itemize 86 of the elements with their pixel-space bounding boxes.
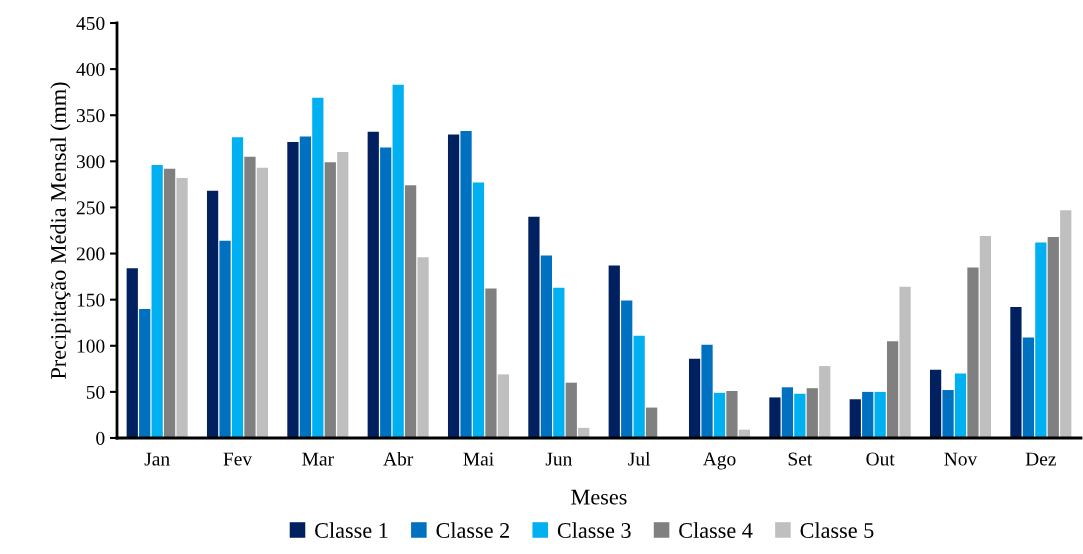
y-tick-label: 0 xyxy=(96,431,105,445)
x-tick-label: Jan xyxy=(144,452,170,466)
bar xyxy=(1060,210,1072,438)
x-tick-label: Mar xyxy=(302,452,334,466)
bar xyxy=(781,387,793,438)
bar xyxy=(806,388,818,438)
bar xyxy=(849,399,861,438)
y-tick-label: 200 xyxy=(76,247,105,261)
bar xyxy=(219,240,231,438)
bar xyxy=(769,397,781,438)
x-tick-label: Out xyxy=(866,452,895,466)
bar xyxy=(701,344,713,438)
legend-label: Classe 1 xyxy=(315,522,388,538)
bar xyxy=(126,268,138,438)
bar xyxy=(392,84,404,438)
y-tick-label: 100 xyxy=(77,339,105,353)
x-tick-label: Jun xyxy=(545,452,573,466)
bar xyxy=(942,390,954,438)
bar xyxy=(1022,337,1034,438)
bar xyxy=(244,156,256,438)
bar xyxy=(899,286,911,438)
bar xyxy=(163,168,176,438)
bar xyxy=(337,152,349,438)
bar xyxy=(312,97,324,438)
bar xyxy=(287,141,299,438)
bar xyxy=(497,374,510,438)
bar xyxy=(139,308,151,438)
bar xyxy=(447,134,460,438)
y-axis-title: Precipitação Média Mensal (mm) xyxy=(50,82,71,379)
bar xyxy=(404,185,417,438)
bar xyxy=(794,393,806,438)
bar xyxy=(367,131,379,438)
bar xyxy=(472,182,485,438)
y-tick-label: 150 xyxy=(77,293,105,307)
bar xyxy=(485,288,497,438)
bar xyxy=(231,137,244,438)
x-tick-label: Dez xyxy=(1025,452,1056,466)
bar xyxy=(460,130,472,438)
bar xyxy=(886,341,899,438)
legend-label: Classe 3 xyxy=(557,522,631,538)
legend-label: Classe 4 xyxy=(679,522,753,538)
bar xyxy=(528,216,540,438)
y-tick-label: 50 xyxy=(86,385,105,399)
bar xyxy=(176,177,188,438)
bar xyxy=(565,382,577,438)
y-tick-label: 450 xyxy=(76,16,105,30)
x-tick-label: Abr xyxy=(383,451,414,466)
bar xyxy=(1010,307,1022,438)
bar xyxy=(1047,236,1059,438)
x-tick-label: Ago xyxy=(702,452,736,470)
bar xyxy=(819,366,831,438)
bar xyxy=(726,390,738,438)
bar xyxy=(1035,242,1047,438)
legend-label: Classe 5 xyxy=(800,522,874,538)
bar xyxy=(621,300,633,438)
bar xyxy=(324,162,336,438)
bar xyxy=(299,136,311,438)
y-tick-label: 250 xyxy=(76,201,105,215)
bar xyxy=(553,287,565,438)
bar xyxy=(151,165,163,438)
bar xyxy=(967,267,979,438)
x-axis-title: Meses xyxy=(571,489,627,505)
bar xyxy=(608,265,620,438)
y-tick-label: 350 xyxy=(76,109,105,123)
bar xyxy=(979,236,992,438)
bar xyxy=(713,392,726,438)
bar xyxy=(954,373,967,438)
bar xyxy=(540,255,552,438)
y-tick-label: 400 xyxy=(76,62,105,77)
bar xyxy=(206,190,219,438)
bar xyxy=(645,407,658,438)
x-tick-label: Jul xyxy=(628,451,651,466)
bar xyxy=(929,369,942,438)
x-tick-label: Mai xyxy=(463,452,494,466)
x-tick-label: Nov xyxy=(944,452,978,466)
legend-label: Classe 2 xyxy=(436,522,509,538)
bar xyxy=(380,147,392,438)
bar xyxy=(417,257,429,438)
x-tick-label: Fev xyxy=(223,452,253,466)
bar xyxy=(256,167,269,438)
bar xyxy=(688,358,701,438)
bar xyxy=(862,391,874,438)
bar xyxy=(633,335,645,438)
bar xyxy=(874,391,886,438)
y-tick-label: 300 xyxy=(76,155,105,169)
x-tick-label: Set xyxy=(788,452,813,466)
